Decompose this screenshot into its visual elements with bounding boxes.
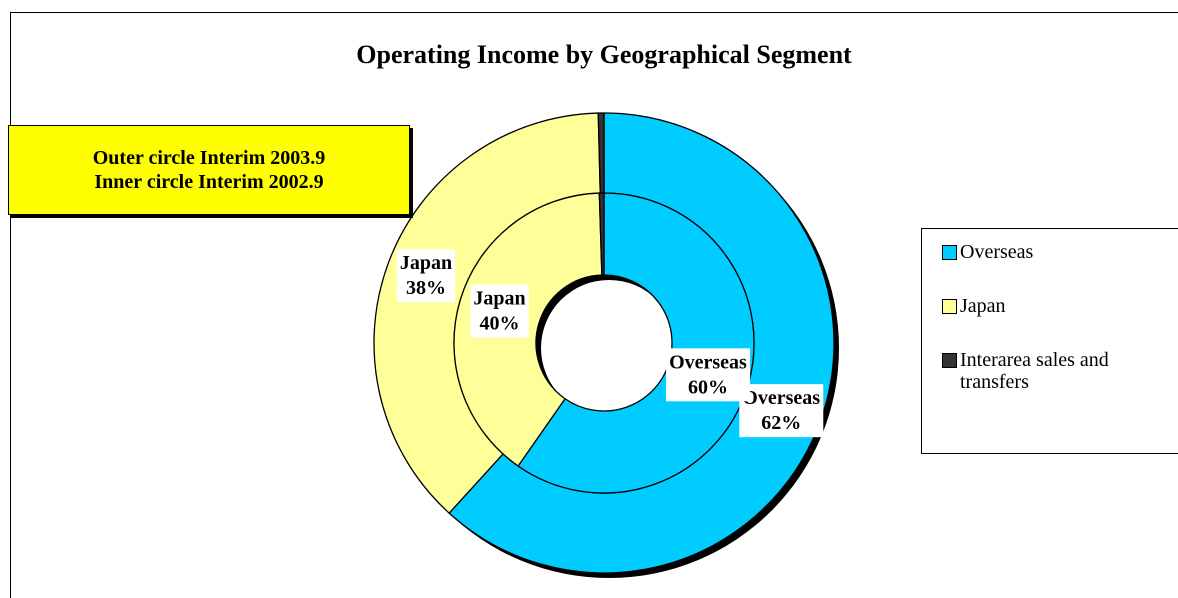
data-label: Japan 38% xyxy=(396,249,456,303)
label-value: 60% xyxy=(688,376,728,398)
label-category: Overseas xyxy=(742,387,820,409)
label-category: Japan xyxy=(473,288,525,310)
outer-ring-name: Outer circle Interim 2003.9 xyxy=(92,147,326,169)
label-value: 38% xyxy=(406,277,446,299)
label-bg xyxy=(470,284,529,338)
label-category: Overseas xyxy=(669,351,747,373)
label-bg xyxy=(396,249,456,303)
legend-item: Japan xyxy=(942,295,1178,317)
chart-title: Operating Income by Geographical Segment xyxy=(356,40,852,69)
label-bg xyxy=(666,348,751,402)
legend-item: Overseas xyxy=(942,241,1178,263)
label-value: 40% xyxy=(480,313,520,335)
legend: Overseas Japan Interarea sales and transfe… xyxy=(921,228,1178,454)
legend-swatch xyxy=(942,245,957,260)
data-label: Overseas 62% xyxy=(739,384,824,438)
legend-swatch xyxy=(942,353,957,368)
legend-label: Overseas xyxy=(960,241,1034,263)
slice xyxy=(598,192,605,276)
legend-label: Japan xyxy=(960,295,1006,317)
legend-label: Interarea sales and transfers xyxy=(960,349,1109,393)
ring-note: Outer circle Interim 2003.9 Inner circle… xyxy=(8,125,410,215)
label-category: Japan xyxy=(400,252,452,274)
label-value: 62% xyxy=(761,412,801,434)
data-label: Overseas 60% xyxy=(666,348,751,402)
legend-swatch xyxy=(942,299,957,314)
slice xyxy=(517,192,755,494)
inner-ring-name: Inner circle Interim 2002.9 xyxy=(94,171,324,193)
label-bg xyxy=(739,384,824,438)
legend-item: Interarea sales and transfers xyxy=(942,349,1178,393)
data-label: Japan 40% xyxy=(470,284,529,338)
